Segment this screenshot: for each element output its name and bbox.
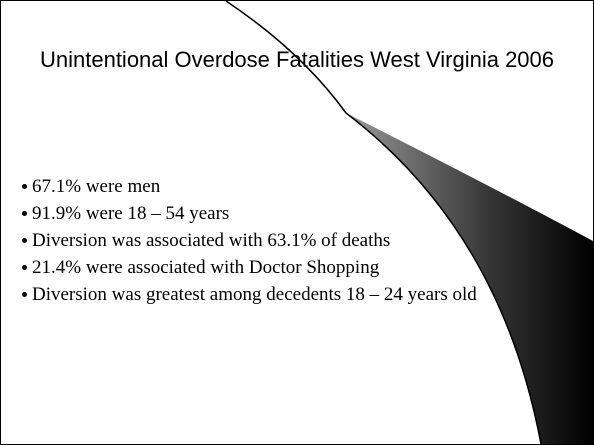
bullet-text: Diversion was associated with 63.1% of d…: [32, 230, 391, 251]
bullet-dot: [22, 183, 27, 189]
bullet-dot: [22, 210, 27, 216]
bullet-list: 67.1% were men 91.9% were 18 – 54 years Di…: [21, 173, 541, 308]
bullet-text: 67.1% were men: [32, 176, 161, 197]
bullet-dot: [22, 291, 27, 297]
bullet-text: 91.9% were 18 – 54 years: [32, 203, 230, 224]
swoosh: [346, 113, 593, 444]
bullet-text: 21.4% were associated with Doctor Shoppi…: [32, 257, 380, 278]
bullet-item: Diversion was greatest among decedents 1…: [21, 281, 541, 308]
bullet-dot: [22, 264, 27, 270]
bullet-dot: [22, 237, 27, 243]
bullet-item: 67.1% were men: [21, 173, 541, 200]
bullet-item: Diversion was associated with 63.1% of d…: [21, 227, 541, 254]
swoosh-edge: [225, 1, 542, 444]
bullet-item: 21.4% were associated with Doctor Shoppi…: [21, 254, 541, 281]
bullet-item: 91.9% were 18 – 54 years: [21, 200, 541, 227]
slide-title: Unintentional Overdose Fatalities West V…: [39, 47, 555, 72]
bullet-text: Diversion was greatest among decedents 1…: [32, 284, 477, 305]
